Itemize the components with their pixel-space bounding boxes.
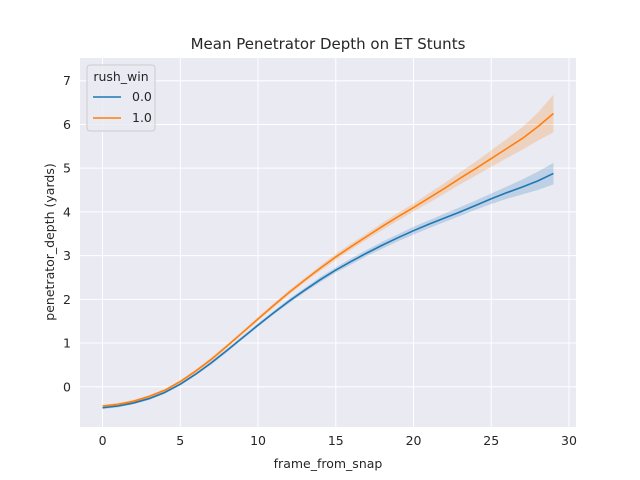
x-tick-labels: 0 5 10 15 20 25 30 xyxy=(99,433,577,448)
legend: rush_win 0.0 1.0 xyxy=(86,64,156,132)
grid xyxy=(80,58,576,427)
x-axis-label: frame_from_snap xyxy=(274,456,383,471)
y-tick-label: 4 xyxy=(63,204,71,219)
series-lines xyxy=(102,112,554,409)
x-tick-label: 20 xyxy=(406,433,422,448)
legend-box xyxy=(86,64,156,132)
x-tick-label: 10 xyxy=(250,433,266,448)
legend-label-1: 1.0 xyxy=(132,110,152,125)
y-tick-label: 7 xyxy=(63,73,71,88)
x-tick-label: 15 xyxy=(328,433,344,448)
y-tick-label: 0 xyxy=(63,379,71,394)
line-series-1 xyxy=(102,112,554,407)
plot-area xyxy=(80,58,576,427)
confidence-bands xyxy=(102,94,554,410)
x-tick-label: 5 xyxy=(176,433,184,448)
y-tick-label: 1 xyxy=(63,336,71,351)
y-tick-label: 3 xyxy=(63,248,71,263)
y-tick-labels: 0 1 2 3 4 5 6 7 xyxy=(63,73,71,394)
y-tick-label: 6 xyxy=(63,117,71,132)
legend-title: rush_win xyxy=(93,69,148,84)
y-tick-label: 2 xyxy=(63,292,71,307)
x-tick-label: 0 xyxy=(99,433,107,448)
legend-label-0: 0.0 xyxy=(132,89,152,104)
x-tick-label: 25 xyxy=(483,433,499,448)
y-tick-label: 5 xyxy=(63,161,71,176)
chart-title: Mean Penetrator Depth on ET Stunts xyxy=(191,35,466,53)
x-tick-label: 30 xyxy=(561,433,577,448)
line-series-0 xyxy=(102,172,554,409)
ci-band-series-0 xyxy=(102,162,554,410)
y-axis-label: penetrator_depth (yards) xyxy=(42,163,57,320)
